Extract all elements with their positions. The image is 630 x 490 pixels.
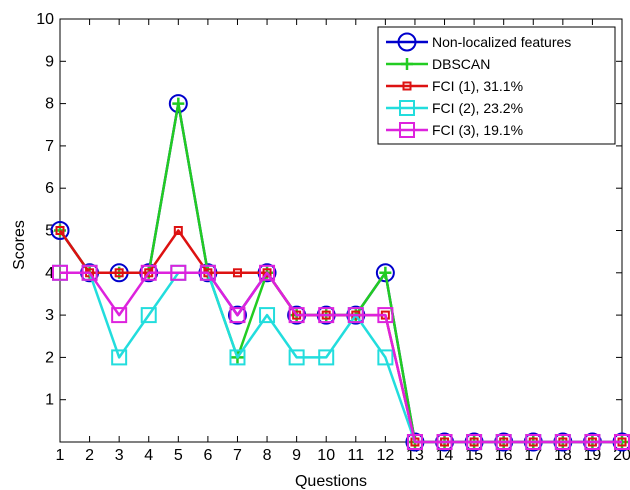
data-point <box>375 263 395 283</box>
data-point <box>140 307 157 324</box>
x-tick-label: 9 <box>292 447 301 464</box>
x-tick-label: 19 <box>584 447 602 464</box>
x-tick-label: 17 <box>524 447 542 464</box>
data-point <box>318 307 335 324</box>
x-tick-label: 8 <box>263 447 272 464</box>
x-tick-label: 16 <box>495 447 513 464</box>
data-point <box>318 349 335 366</box>
x-tick-label: 12 <box>376 447 394 464</box>
legend-label: Non-localized features <box>432 34 571 50</box>
data-point <box>111 349 128 366</box>
data-point <box>262 268 272 278</box>
data-point <box>170 264 187 281</box>
x-tick-label: 15 <box>465 447 483 464</box>
data-point <box>525 434 542 450</box>
data-point <box>377 349 394 366</box>
y-tick-label: 1 <box>45 392 54 409</box>
x-tick-label: 2 <box>85 447 94 464</box>
x-tick-label: 13 <box>406 447 424 464</box>
legend-label: DBSCAN <box>432 56 490 72</box>
y-tick-label: 4 <box>45 265 54 282</box>
legend: Non-localized features DBSCAN FCI (1), 31.… <box>377 26 616 145</box>
data-point <box>50 221 70 240</box>
legend-marker <box>399 100 415 116</box>
data-point <box>259 307 276 324</box>
legend-marker <box>399 122 415 138</box>
data-point <box>288 349 305 366</box>
data-point <box>173 226 183 235</box>
data-point <box>288 307 305 324</box>
data-point <box>232 268 242 278</box>
data-point <box>554 434 571 450</box>
legend-marker <box>401 58 413 70</box>
y-tick-label: 8 <box>45 96 54 113</box>
y-tick-label: 5 <box>45 223 54 240</box>
x-tick-label: 1 <box>56 447 65 464</box>
x-tick-label: 10 <box>317 447 335 464</box>
data-point <box>52 264 68 281</box>
x-tick-label: 14 <box>436 447 454 464</box>
legend-entry: FCI (3), 19.1% <box>386 122 523 138</box>
legend-label: FCI (1), 31.1% <box>432 78 523 94</box>
x-tick-label: 7 <box>233 447 242 464</box>
y-axis-label: Scores <box>11 220 28 270</box>
data-point <box>172 97 185 110</box>
legend-marker <box>402 81 412 91</box>
legend-entry: FCI (2), 23.2% <box>386 100 523 116</box>
y-axis: 1 2 3 4 5 6 7 8 9 10 <box>36 11 622 409</box>
legend-label: FCI (2), 23.2% <box>432 100 523 116</box>
series-4 <box>52 264 630 450</box>
legend-entry: DBSCAN <box>386 56 490 72</box>
data-point <box>347 307 364 324</box>
x-tick-label: 20 <box>613 447 630 464</box>
x-tick-label: 5 <box>174 447 183 464</box>
data-point <box>584 434 601 450</box>
data-point <box>111 307 128 324</box>
data-point <box>55 226 65 235</box>
data-point <box>377 307 394 324</box>
x-axis-label: Questions <box>295 473 367 490</box>
x-tick-label: 11 <box>347 447 364 464</box>
data-point <box>229 349 246 366</box>
y-tick-label: 10 <box>36 11 54 28</box>
data-point <box>140 264 157 281</box>
data-point <box>495 434 512 450</box>
legend-marker <box>397 32 417 52</box>
data-point <box>406 434 423 450</box>
y-tick-label: 6 <box>45 180 54 197</box>
data-point <box>229 307 246 324</box>
data-point <box>114 268 124 278</box>
data-point <box>199 264 216 281</box>
x-axis: 1 2 3 4 5 6 7 8 9 10 11 12 13 14 15 16 17 18 19 20 <box>56 19 630 464</box>
y-tick-label: 3 <box>45 307 54 324</box>
legend-entry: FCI (1), 31.1% <box>386 78 523 94</box>
x-tick-label: 3 <box>115 447 124 464</box>
series-line <box>60 271 622 444</box>
data-point <box>614 434 630 450</box>
x-tick-label: 18 <box>554 447 572 464</box>
data-point <box>466 434 483 450</box>
data-point <box>227 305 247 325</box>
y-tick-label: 2 <box>45 349 54 366</box>
legend-label: FCI (3), 19.1% <box>432 122 523 138</box>
legend-entry: Non-localized features <box>386 32 571 52</box>
data-point <box>259 264 276 281</box>
data-point <box>81 264 98 281</box>
x-tick-label: 4 <box>144 447 153 464</box>
y-tick-label: 9 <box>45 53 54 70</box>
data-point <box>379 266 392 279</box>
data-point <box>436 434 453 450</box>
series-layer <box>50 94 630 452</box>
x-tick-label: 6 <box>203 447 212 464</box>
y-tick-label: 7 <box>45 138 54 155</box>
data-point <box>168 94 188 114</box>
